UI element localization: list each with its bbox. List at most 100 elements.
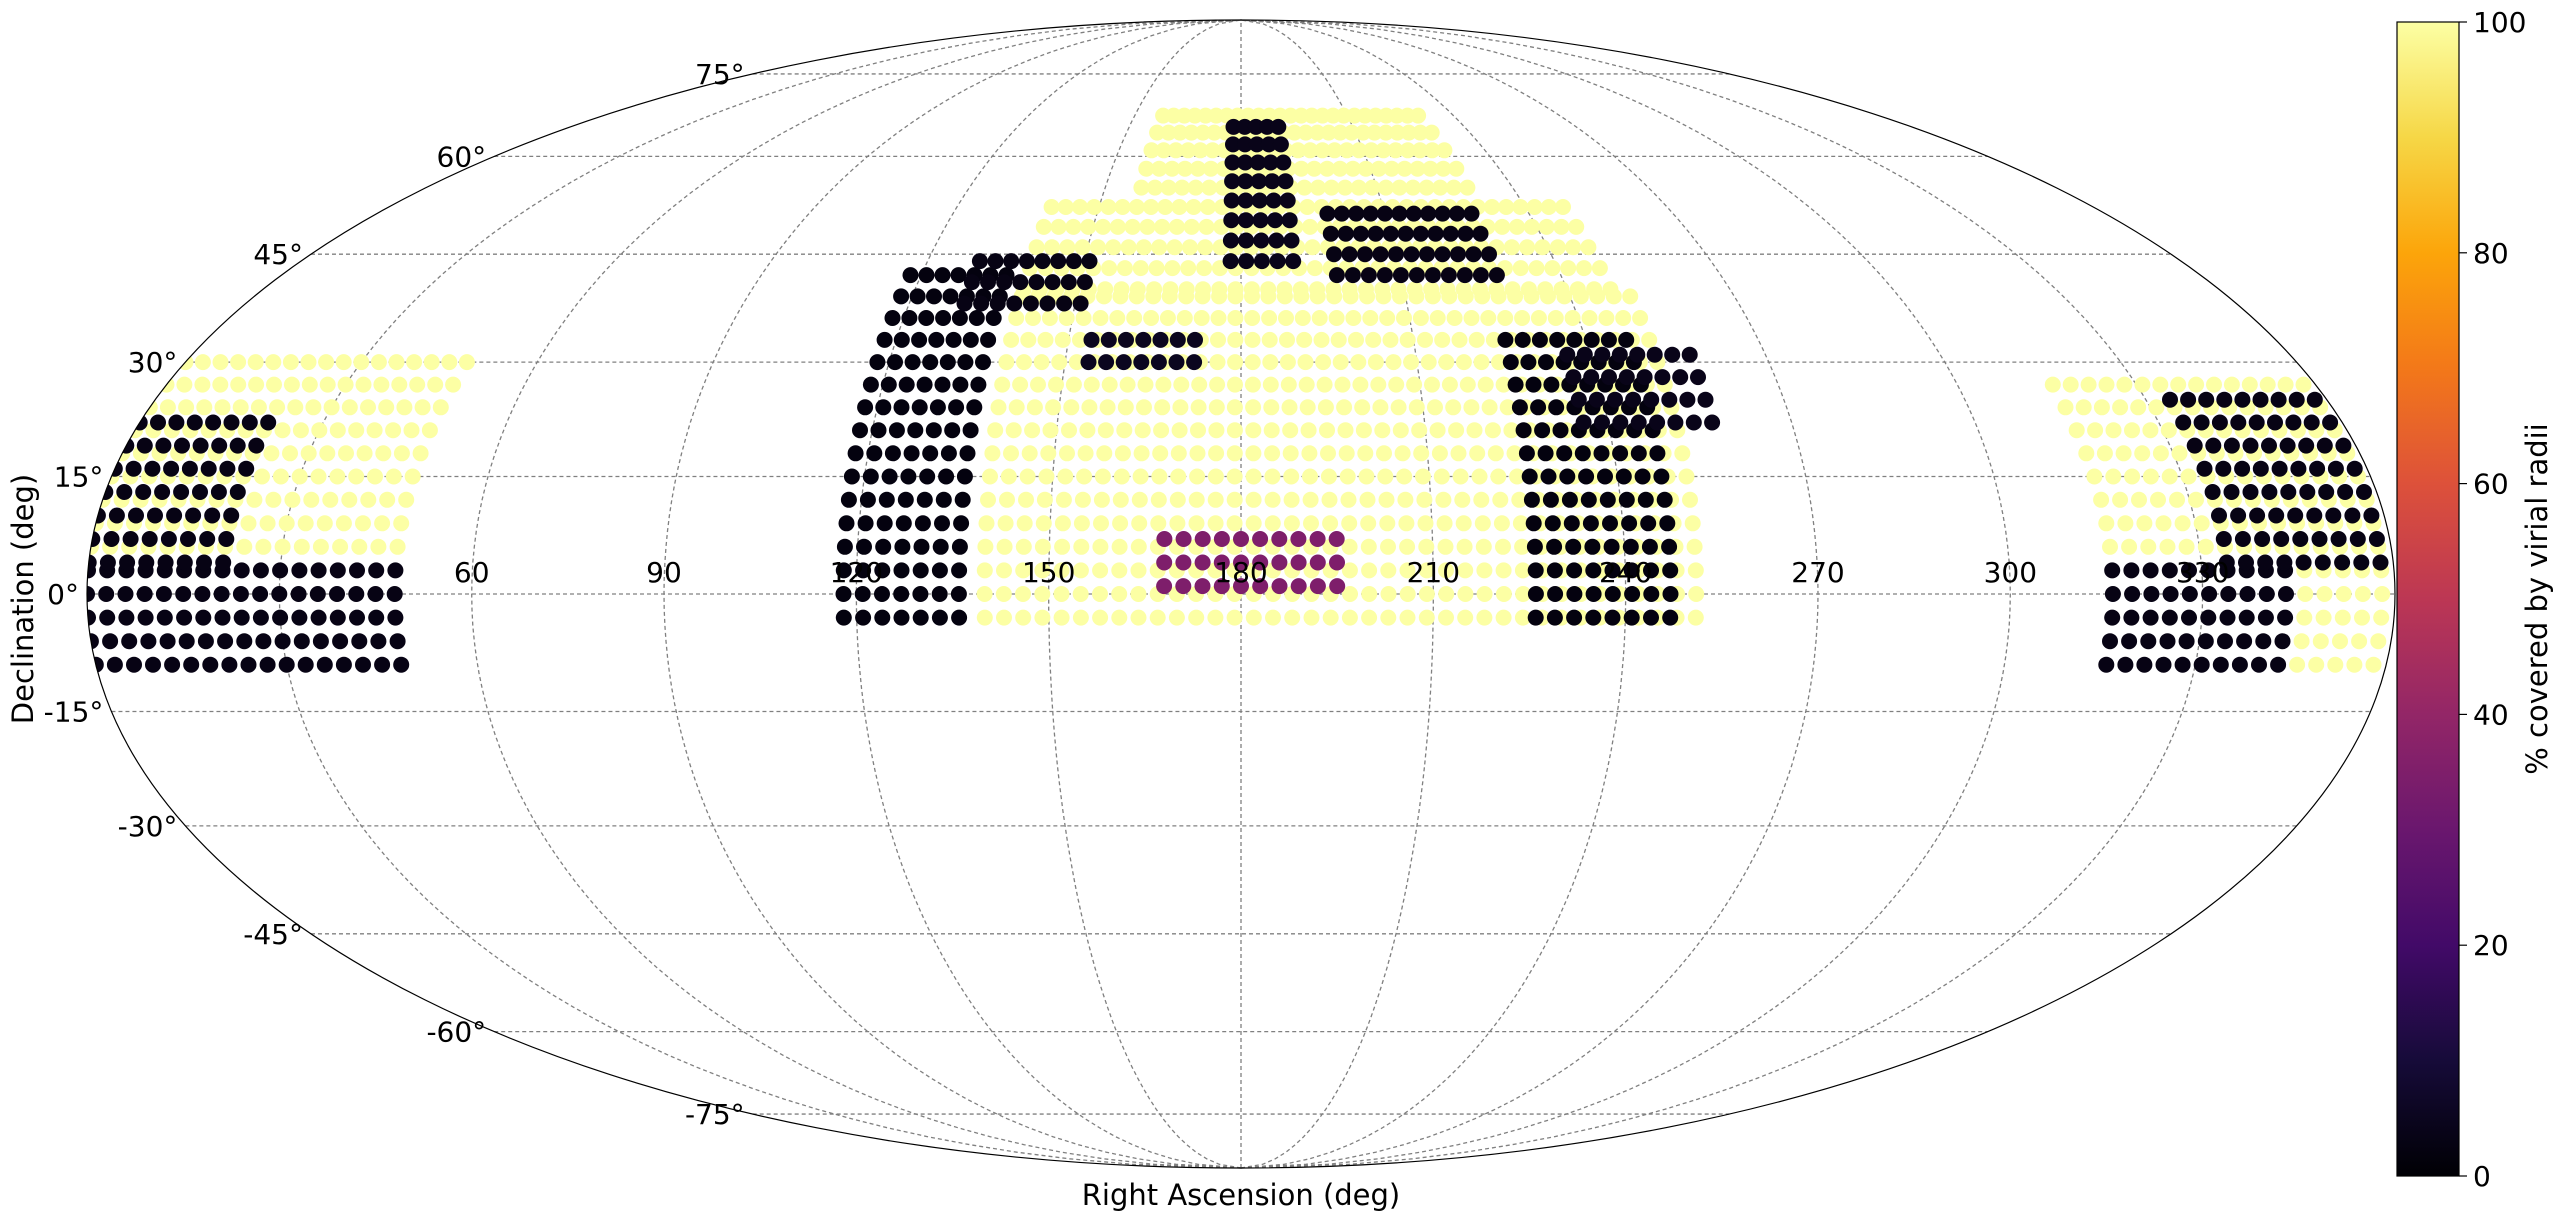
coverage-point (1339, 468, 1356, 485)
coverage-point (199, 531, 216, 547)
coverage-point (1245, 515, 1262, 532)
coverage-point (1468, 331, 1485, 348)
coverage-point (1341, 515, 1358, 532)
dec-tick-labels: 75° 60° 45° 30° 15° 0° -15° -30° -45° -60° -75° (44, 58, 745, 1131)
coverage-point (1463, 399, 1480, 416)
coverage-point (2241, 376, 2258, 393)
coverage-point (403, 422, 420, 439)
coverage-point (1565, 239, 1582, 256)
coverage-point (1226, 609, 1243, 626)
coverage-point (1599, 491, 1616, 508)
coverage-point (1684, 515, 1701, 532)
ra-gridline (1240, 19, 1819, 1169)
coverage-point (1169, 515, 1186, 532)
coverage-point (1166, 239, 1183, 256)
coverage-point (2161, 609, 2178, 626)
coverage-point (1094, 468, 1111, 485)
coverage-point (1039, 295, 1056, 312)
coverage-point (977, 538, 994, 555)
coverage-point (1100, 331, 1117, 348)
coverage-point (1457, 586, 1474, 602)
coverage-point (254, 468, 270, 485)
coverage-point (1636, 369, 1653, 386)
ra-tick-labels: 60 90 120 150 180 210 240 270 300 330 (454, 556, 2230, 589)
coverage-point (196, 399, 213, 416)
coverage-point (236, 538, 253, 555)
coverage-point (929, 399, 946, 416)
coverage-point (1518, 445, 1535, 462)
coverage-point (1507, 376, 1524, 393)
coverage-point (1659, 515, 1676, 532)
coverage-point (2117, 515, 2134, 532)
coverage-point (1491, 354, 1507, 371)
coverage-point (1172, 399, 1189, 416)
coverage-point (971, 253, 988, 270)
coverage-point (404, 468, 421, 485)
coverage-point (1355, 124, 1372, 141)
coverage-point (1095, 218, 1111, 235)
coverage-point (1015, 538, 1032, 555)
coverage-point (1649, 414, 1666, 431)
coverage-point (1211, 288, 1228, 305)
y-axis-label: Declination (deg) (6, 474, 40, 724)
coverage-point (1105, 239, 1122, 256)
coverage-point (1351, 142, 1367, 159)
coverage-point (1092, 538, 1109, 555)
coverage-point (2280, 484, 2297, 500)
coverage-point (1662, 609, 1679, 626)
coverage-point (932, 538, 949, 555)
coverage-point (1332, 354, 1349, 371)
coverage-point (2337, 484, 2354, 500)
coverage-point (2211, 414, 2228, 431)
coverage-point (1475, 538, 1492, 555)
coverage-point (1423, 124, 1440, 141)
coverage-point (1053, 586, 1070, 602)
coverage-point (1168, 354, 1185, 371)
coverage-point (1016, 354, 1032, 371)
coverage-point (2175, 414, 2192, 431)
coverage-point (1059, 445, 1075, 462)
coverage-point (1366, 124, 1383, 141)
coverage-point (1041, 310, 1058, 326)
coverage-point (1018, 491, 1034, 508)
coverage-point (916, 376, 933, 393)
coverage-point (1226, 468, 1243, 485)
coverage-point (1637, 491, 1654, 508)
coverage-point (1380, 562, 1397, 579)
coverage-point (1509, 218, 1525, 235)
coverage-point (1124, 218, 1141, 235)
coverage-point (176, 554, 193, 571)
coverage-point (348, 586, 365, 602)
coverage-point (857, 515, 874, 532)
coverage-point (1686, 538, 1703, 555)
coverage-point (412, 445, 429, 462)
coverage-point (1073, 538, 1090, 555)
coverage-point (1661, 538, 1678, 555)
coverage-point (1350, 179, 1367, 196)
coverage-point (2152, 376, 2169, 393)
coverage-point (1188, 609, 1205, 626)
coverage-point (2218, 554, 2235, 571)
coverage-point (1190, 422, 1206, 439)
coverage-point (1194, 531, 1211, 547)
coverage-point (931, 586, 948, 602)
coverage-point (980, 491, 996, 508)
coverage-point (1259, 118, 1276, 135)
coverage-point (176, 376, 193, 393)
coverage-point (1172, 124, 1188, 141)
coverage-point (1654, 369, 1671, 386)
coverage-point (1072, 586, 1089, 602)
coverage-point (1147, 179, 1163, 196)
coverage-point (1302, 468, 1318, 485)
coverage-point (1159, 310, 1176, 326)
coverage-point (335, 515, 352, 532)
coverage-point (1038, 468, 1055, 485)
coverage-point (1044, 239, 1060, 256)
coverage-point (1072, 562, 1089, 579)
coverage-point (1672, 369, 1689, 386)
coverage-point (1370, 160, 1387, 177)
coverage-point (312, 538, 329, 555)
coverage-point (1282, 445, 1299, 462)
coverage-point (329, 422, 346, 439)
coverage-point (1437, 538, 1454, 555)
